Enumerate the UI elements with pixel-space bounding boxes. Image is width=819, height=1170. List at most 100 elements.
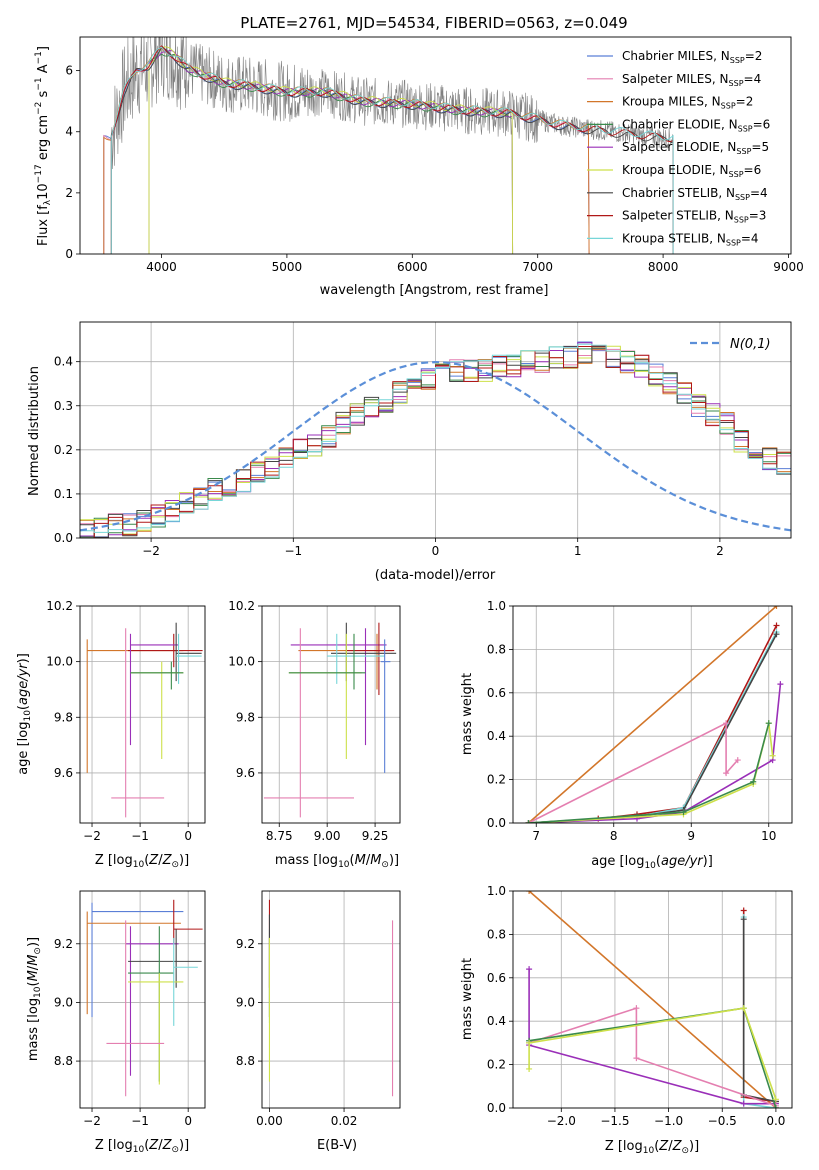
y-tick-label: 0.0: [487, 816, 506, 830]
y-tick-label: 0.4: [54, 355, 73, 369]
axes-frame: [261, 605, 401, 824]
weight-line-salpeter-stelib: [528, 625, 778, 823]
x-tick-label: 0.02: [331, 1114, 358, 1128]
model-chabrier-miles: [103, 46, 590, 254]
weight-marker: [526, 1065, 533, 1072]
y-tick-label: 4: [65, 125, 73, 139]
y-tick-label: 8.8: [236, 1054, 255, 1068]
y-tick-label: 0.2: [487, 773, 506, 787]
weight-marker: [526, 891, 533, 894]
x-tick-label: −0.5: [708, 1114, 737, 1128]
y-tick-label: 0.0: [54, 531, 73, 545]
weight-marker: [526, 966, 533, 973]
weight-line-salpeter-elodie: [528, 684, 782, 823]
x-tick-label: −2: [83, 829, 101, 843]
y-tick-label: 0.1: [54, 487, 73, 501]
axes-frame: [512, 890, 793, 1109]
z-weight-plot-area: −2.0 −1.5 −1.0 −0.5 0.0 0.0 0.2 0.4 0.6 0.8 1.0: [487, 884, 793, 1128]
model-chabrier-elodie: [148, 54, 514, 254]
legend-gauss-label: N(0,1): [730, 337, 771, 352]
age-weight-plot-area: 7 8 9 10 0.0 0.2 0.4 0.6 0.8 1.0: [487, 599, 793, 843]
y-tick-label: 10.2: [228, 599, 255, 613]
y-tick-label: 9.0: [54, 995, 73, 1009]
plot-content: [268, 899, 394, 1097]
observed-spectrum: [111, 37, 674, 170]
z-mass-plot-area: −2 −1 0 8.8 9.0 9.2: [54, 890, 206, 1128]
y-tick-label: 0.2: [54, 443, 73, 457]
y-tick-label: 0.8: [487, 642, 506, 656]
model-kroupa-miles: [103, 48, 590, 254]
model-salpeter-miles: [103, 46, 590, 254]
mass-age-xlabel: mass [log10(M/M⊙)]: [275, 853, 399, 870]
legend-label: Chabrier MILES, NSSP=2: [622, 49, 762, 65]
weight-marker: [723, 720, 730, 727]
legend-label: Chabrier STELIB, NSSP=4: [622, 186, 768, 202]
x-tick-label: 7000: [522, 260, 553, 274]
axes-frame: [79, 36, 792, 255]
z-weight-xlabel: Z [log10(Z/Z⊙)]: [605, 1139, 699, 1156]
x-tick-label: 8.75: [266, 829, 293, 843]
weight-marker: [750, 778, 757, 785]
y-tick-label: 9.2: [54, 937, 73, 951]
y-tick-label: 9.0: [236, 995, 255, 1009]
model-chabrier-stelib: [110, 47, 674, 254]
age-weight-xlabel: age [log10(age/yr)]: [591, 854, 713, 871]
x-tick-label: 1: [574, 544, 582, 558]
histogram-kroupa-stelib: [80, 343, 791, 533]
histogram-plot-area: −2 −1 0 1 2 0.0 0.1 0.2 0.3 0.4 N(0,1): [54, 321, 792, 558]
y-tick-label: 8.8: [54, 1054, 73, 1068]
weight-line-salpeter-elodie: [528, 969, 776, 1105]
x-tick-label: −1.5: [600, 1114, 629, 1128]
weight-marker: [772, 1096, 779, 1103]
weight-line-chabrier-stelib: [528, 633, 778, 823]
weight-line-kroupa-stelib: [742, 917, 777, 1108]
x-tick-label: 0: [432, 544, 440, 558]
plot-content: [86, 622, 203, 818]
spectrum-ylabel: Flux [fλ10−17 erg cm−2 s−1 A−1]: [34, 46, 53, 246]
x-tick-label: 6000: [397, 260, 428, 274]
weight-marker: [765, 720, 772, 727]
legend-label: Salpeter STELIB, NSSP=3: [622, 209, 766, 225]
weight-line-kroupa-stelib: [528, 631, 778, 823]
y-tick-label: 0.4: [487, 1014, 506, 1028]
weight-marker: [769, 752, 776, 759]
z-age-plot-area: −2 −1 0 9.6 9.8 10.0 10.2: [46, 599, 206, 843]
x-tick-label: −2: [142, 544, 160, 558]
axes-frame: [79, 890, 206, 1109]
x-tick-label: −1: [284, 544, 302, 558]
x-tick-label: 0.00: [256, 1114, 283, 1128]
plot-content: [80, 341, 791, 538]
plot-content: [86, 899, 203, 1097]
z-age-panel: −2 −1 0 9.6 9.8 10.0 10.2 Z [log10(Z/Z⊙)] age …: [16, 599, 206, 870]
weight-marker: [773, 631, 780, 638]
x-tick-label: 9.00: [314, 829, 341, 843]
axes-frame: [79, 321, 792, 539]
x-tick-label: −1: [131, 829, 149, 843]
x-tick-label: 7: [532, 829, 540, 843]
ebv-mass-xlabel: E(B-V): [317, 1138, 357, 1153]
z-age-xlabel: Z [log10(Z/Z⊙)]: [95, 853, 189, 870]
y-tick-label: 10.0: [46, 655, 73, 669]
age-weight-panel: 7 8 9 10 0.0 0.2 0.4 0.6 0.8 1.0 age [log10(age/y…: [460, 599, 793, 871]
y-tick-label: 9.8: [54, 710, 73, 724]
x-tick-label: 0: [184, 1114, 192, 1128]
x-tick-label: 2: [716, 544, 724, 558]
weight-marker: [526, 1039, 533, 1046]
x-tick-label: 4000: [146, 260, 177, 274]
residual-histogram-panel: −2 −1 0 1 2 0.0 0.1 0.2 0.3 0.4 N(0,1) (data-model…: [27, 321, 792, 583]
histogram-salpeter-stelib: [80, 345, 791, 538]
weight-marker: [777, 681, 784, 688]
histogram-xlabel: (data-model)/error: [375, 568, 496, 583]
y-tick-label: 10.0: [228, 655, 255, 669]
y-tick-label: 0.6: [487, 686, 506, 700]
x-tick-label: 9.25: [362, 829, 389, 843]
y-tick-label: 9.2: [236, 937, 255, 951]
weight-marker: [740, 1100, 747, 1107]
weight-marker: [723, 770, 730, 777]
weight-marker: [740, 1005, 747, 1012]
x-tick-label: 5000: [272, 260, 303, 274]
legend-label: Salpeter ELODIE, NSSP=5: [622, 140, 769, 156]
plot-content: [525, 606, 784, 823]
x-tick-label: 0: [184, 829, 192, 843]
x-tick-label: −2.0: [547, 1114, 576, 1128]
